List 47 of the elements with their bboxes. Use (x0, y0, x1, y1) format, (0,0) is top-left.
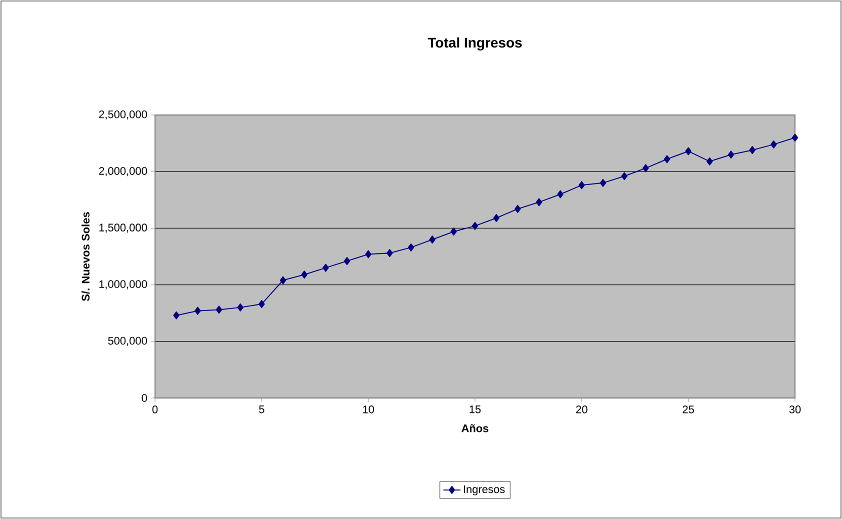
x-tick-label: 20 (576, 406, 588, 414)
x-axis-title: Años (462, 424, 488, 432)
point (386, 249, 393, 258)
point (194, 306, 201, 315)
point (664, 155, 670, 164)
legend-label: Ingresos (464, 485, 505, 496)
point (728, 150, 734, 159)
point (749, 146, 756, 154)
y-tick-label: 2,000,000 (99, 167, 148, 176)
x-tick-label: 15 (470, 406, 481, 414)
point (536, 198, 542, 206)
x-tick-label: 25 (682, 406, 694, 414)
point (621, 172, 628, 180)
point (301, 270, 308, 279)
point (557, 190, 564, 198)
point (514, 204, 521, 213)
x-tick-label: 30 (789, 406, 801, 414)
point (216, 306, 222, 314)
point (280, 276, 286, 284)
y-tick-label: 500,000 (108, 336, 148, 346)
point (578, 181, 585, 190)
x-tick-label: 0 (152, 406, 158, 414)
y-tick-label: 0 (142, 394, 148, 402)
point (685, 147, 692, 156)
x-tick-label: 10 (363, 406, 374, 414)
x-tick-label: 5 (259, 406, 264, 414)
point (322, 264, 329, 272)
y-tick-label: 1,500,000 (99, 224, 148, 233)
point (642, 164, 649, 172)
point (770, 140, 777, 148)
point (429, 236, 436, 244)
y-axis-title: S/. Nuevos Soles (81, 212, 90, 302)
point (792, 134, 798, 142)
point (450, 228, 457, 236)
chart-title: Total Ingresos (428, 37, 522, 50)
point (493, 214, 500, 222)
point (258, 300, 265, 308)
point (472, 222, 478, 230)
point (600, 178, 606, 187)
y-tick-label: 1,000,000 (99, 280, 148, 290)
point (365, 250, 372, 258)
point (173, 311, 180, 320)
y-tick-label: 2,500,000 (99, 110, 148, 120)
point (706, 157, 713, 166)
point (237, 303, 244, 312)
point (408, 243, 414, 252)
point (344, 257, 350, 266)
